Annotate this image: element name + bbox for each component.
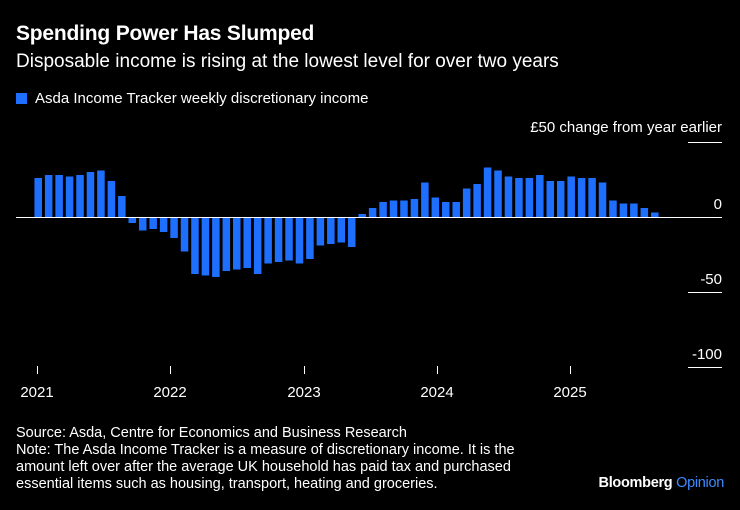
bar [483,167,492,217]
bar [97,170,105,217]
bar [274,217,283,262]
bar [442,202,450,217]
bar [243,217,251,268]
bar [295,217,304,264]
bar [619,203,628,217]
bar-chart: £50 change from year earlier 0 -50 -100 2021… [16,119,722,401]
bar [400,200,408,217]
x-tick-label: 2021 [20,384,53,401]
bar [55,175,63,217]
x-tick-label: 2025 [553,384,586,401]
bar [431,197,440,217]
bar [379,202,387,217]
bar [452,202,460,217]
bar [306,217,314,259]
note-line-1: Note: The Asda Income Tracker is a measu… [16,442,515,458]
bar [588,178,596,217]
bar [525,178,534,217]
source-note: Source: Asda, Centre for Economics and B… [16,425,596,493]
bar [577,178,586,217]
bar [640,208,649,217]
bar [337,217,346,243]
bar [222,217,231,271]
bar [494,170,502,217]
x-tick-label: 2022 [153,384,186,401]
y-axis-label: £50 change from year earlier [530,119,722,136]
bar [76,175,84,217]
bar [609,200,617,217]
bar [556,181,565,217]
bar [347,217,356,247]
bar [536,175,544,217]
bar [180,217,189,252]
y-tick-label: -50 [700,271,722,288]
bar [567,176,575,217]
y-tick-label: -100 [692,346,722,363]
x-tick-label: 2024 [420,384,453,401]
bar [233,217,241,270]
bar [285,217,293,261]
chart-subtitle: Disposable income is rising at the lowes… [16,51,559,72]
brand-suffix: Opinion [676,475,724,491]
bar [546,181,555,217]
bar [410,199,419,217]
bar [327,217,335,244]
bar [473,184,481,217]
bar [138,217,147,231]
note-line-2: amount left over after the average UK ho… [16,459,511,475]
bar [389,200,398,217]
y-tick-label: 0 [714,196,722,213]
bar [128,217,137,223]
note-line-3: essential items such as housing, transpo… [16,476,438,492]
bar [191,217,199,274]
bar [504,176,513,217]
bar [118,196,126,217]
bar [107,181,116,217]
bloomberg-opinion-logo: Bloomberg Opinion [598,475,725,491]
source-line: Source: Asda, Centre for Economics and B… [16,425,407,441]
bar [65,176,74,217]
bar [253,217,262,274]
bar [34,178,42,217]
bar [630,203,638,217]
bar [149,217,157,229]
bar [515,178,523,217]
chart-title: Spending Power Has Slumped [16,22,315,45]
legend: Asda Income Tracker weekly discretionary… [16,90,368,107]
bar [316,217,325,246]
bar [421,182,429,217]
bar [264,217,272,264]
legend-label: Asda Income Tracker weekly discretionary… [35,90,369,107]
bar [358,214,366,217]
bar [462,188,471,217]
bar [86,172,95,217]
bar [368,208,377,217]
legend-swatch [16,93,27,104]
brand-name: Bloomberg [598,475,673,491]
bar [651,212,659,217]
bar [598,182,607,217]
bar [170,217,178,238]
bar [201,217,210,276]
bar [159,217,168,232]
bar [212,217,220,277]
x-tick-label: 2023 [287,384,320,401]
bar [44,175,53,217]
